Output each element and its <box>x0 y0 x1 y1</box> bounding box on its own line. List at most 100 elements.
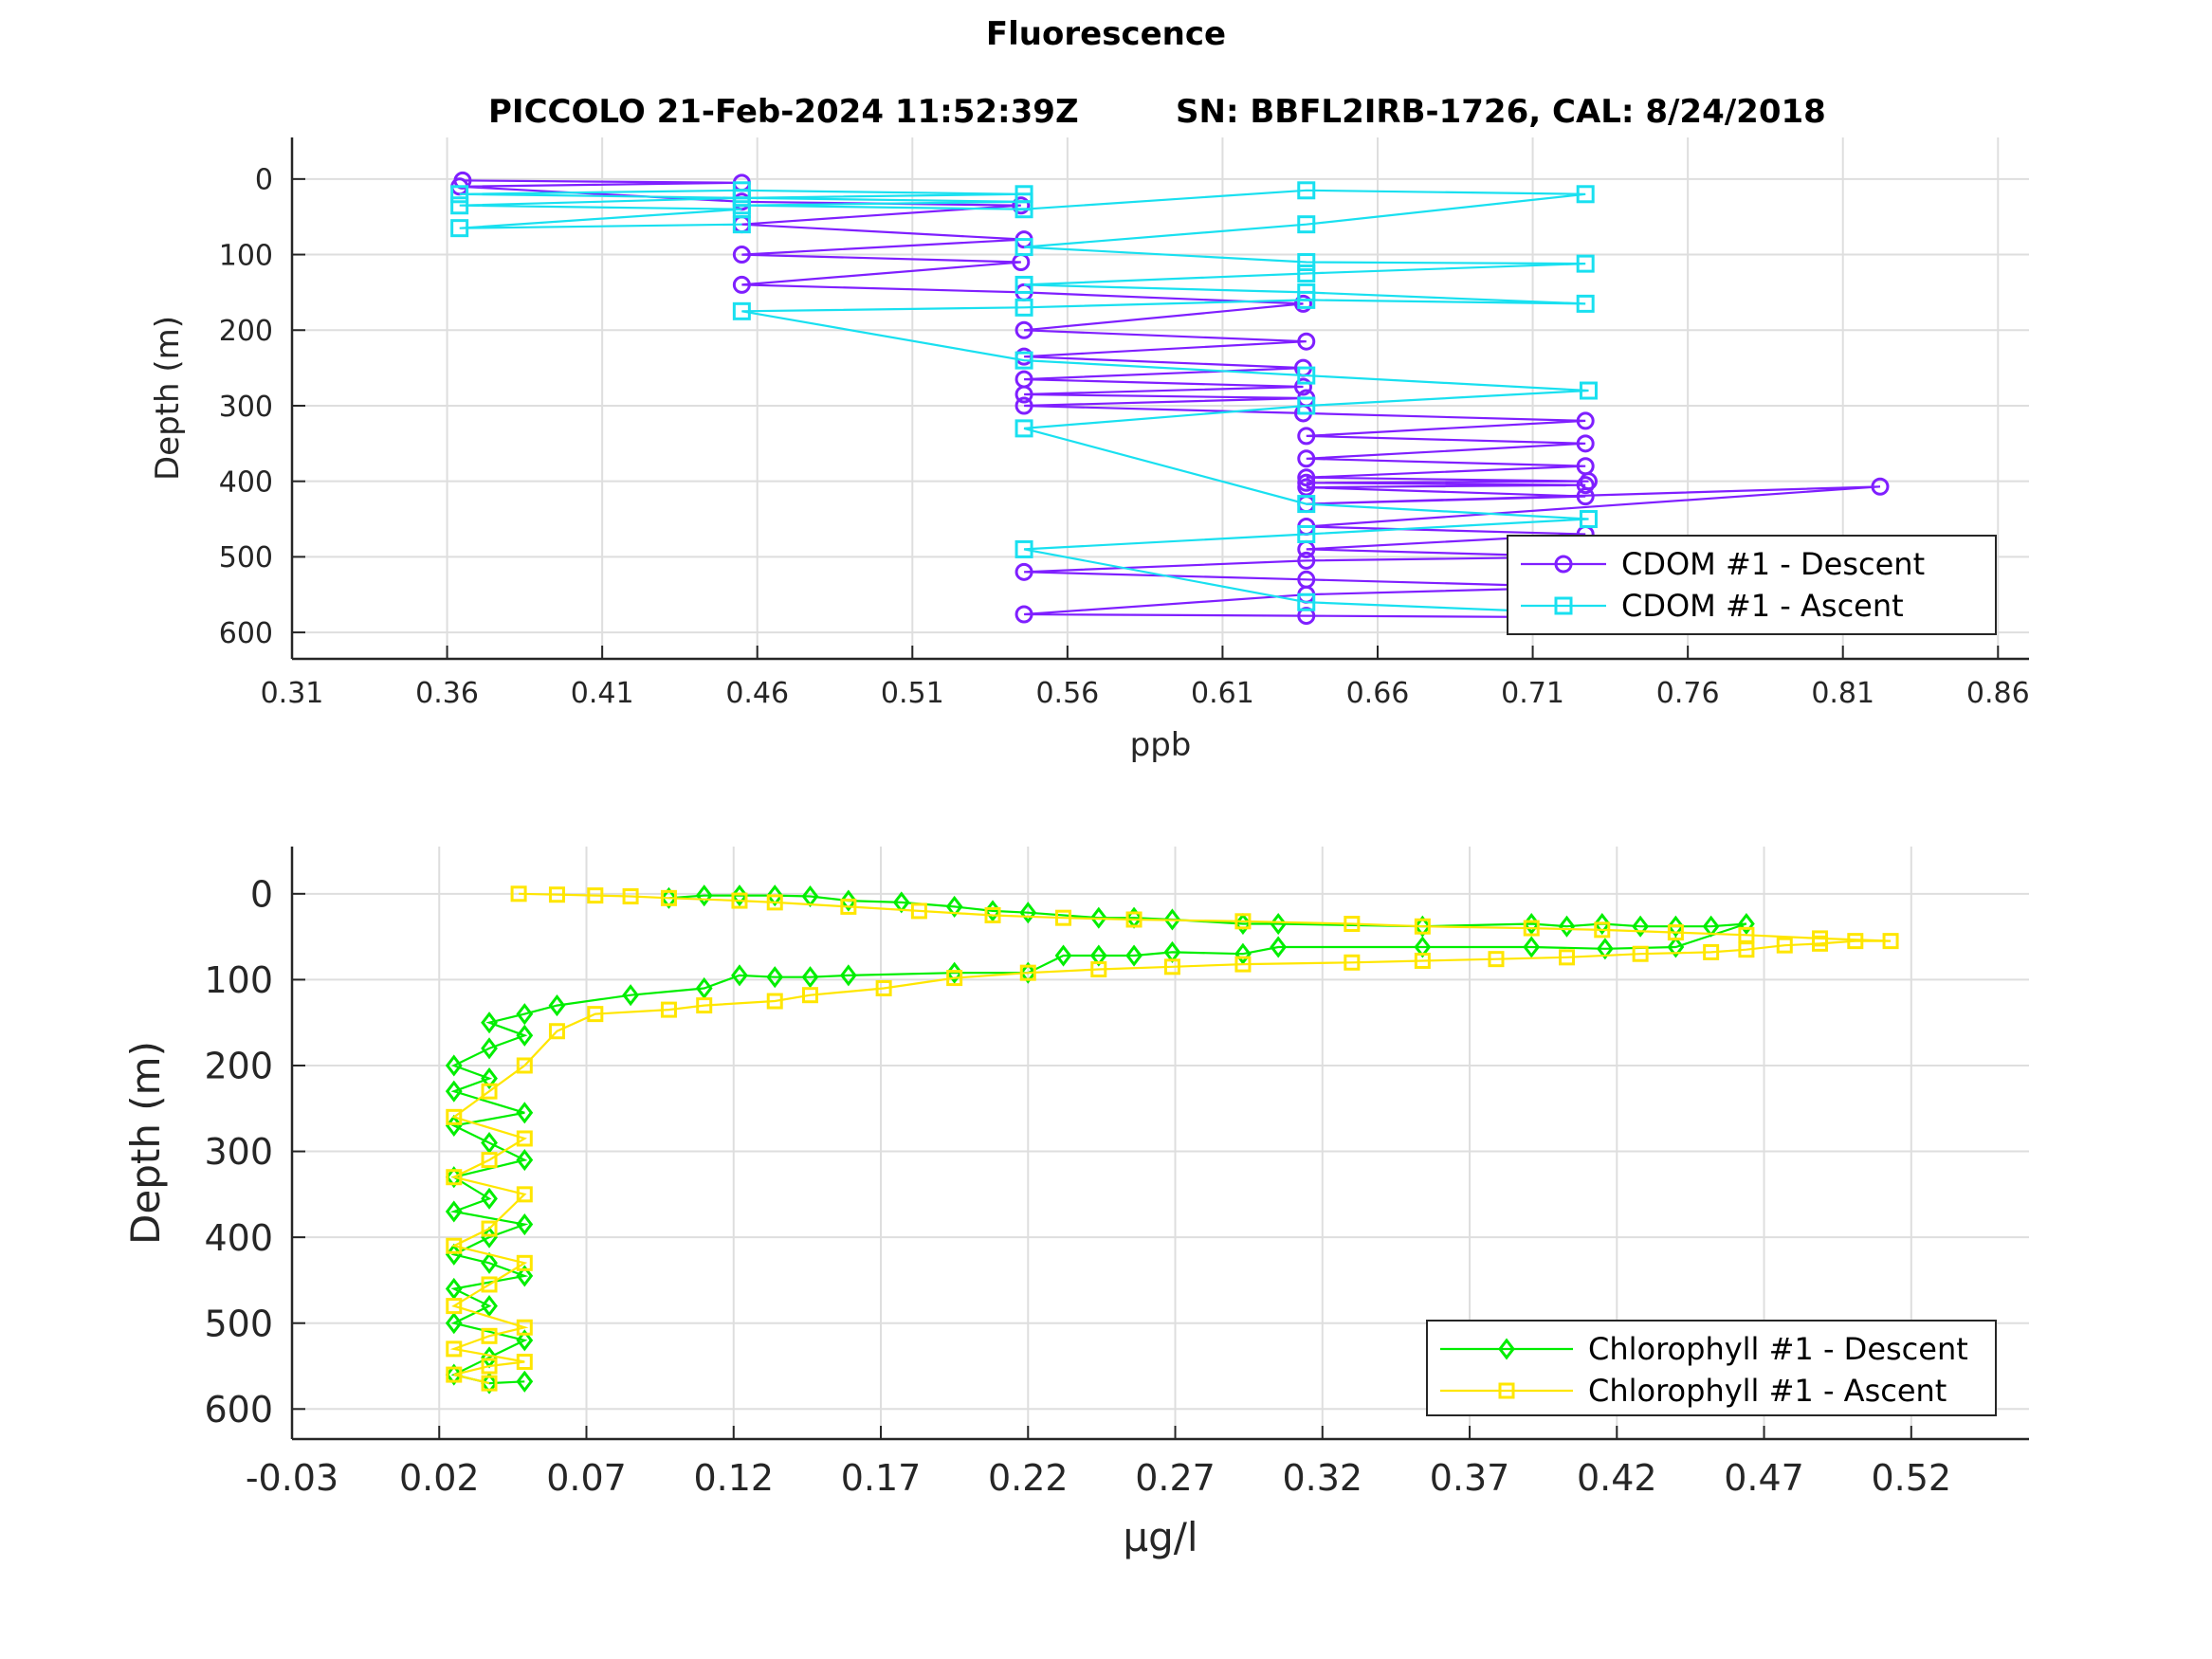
data-point <box>516 1024 534 1047</box>
data-point <box>587 887 604 904</box>
data-point <box>548 1023 565 1040</box>
data-point <box>446 1340 463 1358</box>
data-point <box>1090 961 1107 978</box>
legend-swatch-marker <box>1554 555 1573 574</box>
x-tick-label: 0.07 <box>546 1457 627 1499</box>
data-point <box>481 1131 498 1155</box>
data-point <box>766 884 784 907</box>
data-point <box>481 1037 498 1060</box>
data-point <box>445 1200 463 1223</box>
legend-entry-label: Chlorophyll #1 - Descent <box>1588 1331 1968 1367</box>
data-point <box>1125 911 1143 928</box>
data-point <box>1632 945 1649 962</box>
data-point <box>1163 908 1181 931</box>
data-point <box>481 1187 498 1210</box>
data-point <box>516 1370 534 1393</box>
data-point <box>1344 916 1361 933</box>
x-axis-label: μg/l <box>1123 1514 1197 1560</box>
data-point <box>516 1212 534 1236</box>
data-point <box>481 1375 498 1392</box>
x-tick-label: 0.17 <box>841 1457 922 1499</box>
data-point <box>481 1012 498 1034</box>
y-tick-label: 500 <box>219 541 273 574</box>
data-point <box>1297 449 1316 468</box>
legend-entry-label: Chlorophyll #1 - Ascent <box>1588 1373 1947 1409</box>
data-point <box>732 301 751 320</box>
y-tick-label: 300 <box>204 1131 273 1173</box>
data-point <box>1297 478 1316 497</box>
data-point <box>1667 936 1685 958</box>
data-point <box>1576 434 1595 453</box>
data-point <box>446 1108 463 1125</box>
data-point <box>660 886 678 909</box>
data-point <box>910 902 927 920</box>
data-point <box>1702 915 1720 938</box>
data-point <box>587 1006 604 1023</box>
data-point <box>516 1329 534 1352</box>
data-point <box>1576 487 1595 506</box>
data-point <box>1776 937 1793 954</box>
data-point <box>1414 915 1432 938</box>
legend-entry-label: CDOM #1 - Descent <box>1621 546 1925 582</box>
data-point <box>481 1067 498 1090</box>
data-point <box>840 898 857 915</box>
data-point <box>1576 411 1595 430</box>
y-tick-label: 600 <box>219 617 273 650</box>
y-tick-label: 600 <box>204 1389 273 1431</box>
data-point <box>1125 944 1143 967</box>
data-point <box>1344 954 1361 971</box>
data-point <box>510 885 527 902</box>
data-point <box>1234 942 1252 965</box>
data-point <box>1015 419 1033 438</box>
y-tick-label: 400 <box>204 1217 273 1259</box>
data-point <box>1297 332 1316 351</box>
x-tick-label: 0.47 <box>1724 1457 1804 1499</box>
data-point <box>446 1298 463 1315</box>
data-point <box>660 1001 677 1018</box>
x-tick-label: 0.36 <box>415 677 479 710</box>
data-point <box>732 189 751 208</box>
data-point <box>1667 915 1685 938</box>
data-point <box>660 889 677 906</box>
legend-swatch-marker <box>1554 596 1573 615</box>
data-point <box>1847 933 1864 950</box>
figure-subtitle-right: SN: BBFL2IRB-1726, CAL: 8/24/2018 <box>1176 93 1826 131</box>
data-point <box>732 275 751 294</box>
data-point <box>801 966 819 989</box>
x-tick-label: 0.12 <box>693 1457 774 1499</box>
data-point <box>695 884 713 907</box>
data-point <box>1594 921 1611 939</box>
data-point <box>1812 930 1829 947</box>
data-point <box>1293 377 1312 396</box>
data-point <box>1015 396 1033 415</box>
legend-entry-label: CDOM #1 - Ascent <box>1621 588 1904 624</box>
data-point <box>1576 294 1595 313</box>
data-point <box>1015 562 1033 581</box>
data-point <box>1576 185 1595 204</box>
data-point <box>1015 539 1033 558</box>
data-point <box>446 1366 463 1383</box>
data-point <box>481 1251 498 1274</box>
data-point <box>450 185 469 204</box>
data-point <box>1015 351 1033 370</box>
data-point <box>1871 477 1890 496</box>
data-point <box>1297 366 1316 385</box>
data-point <box>766 993 783 1010</box>
data-point <box>696 997 713 1014</box>
data-point <box>481 1220 498 1237</box>
data-point <box>1882 933 1899 950</box>
y-tick-label: 500 <box>204 1303 273 1344</box>
data-point <box>1559 949 1576 966</box>
legend-box <box>1426 1320 1997 1416</box>
data-point <box>516 1149 534 1172</box>
chlorophyll-plot: -0.03 0.02 0.07 0.12 0.17 0.22 0.27 0.32 0.37 0.4… <box>122 847 2029 1560</box>
x-tick-label: 0.56 <box>1035 677 1099 710</box>
data-point <box>1012 196 1031 215</box>
data-point <box>1297 427 1316 446</box>
data-point <box>1414 952 1431 969</box>
y-tick-label: 300 <box>219 391 273 424</box>
x-tick-label: 0.46 <box>725 677 789 710</box>
data-point <box>1015 605 1033 624</box>
x-tick-label: 0.66 <box>1346 677 1410 710</box>
